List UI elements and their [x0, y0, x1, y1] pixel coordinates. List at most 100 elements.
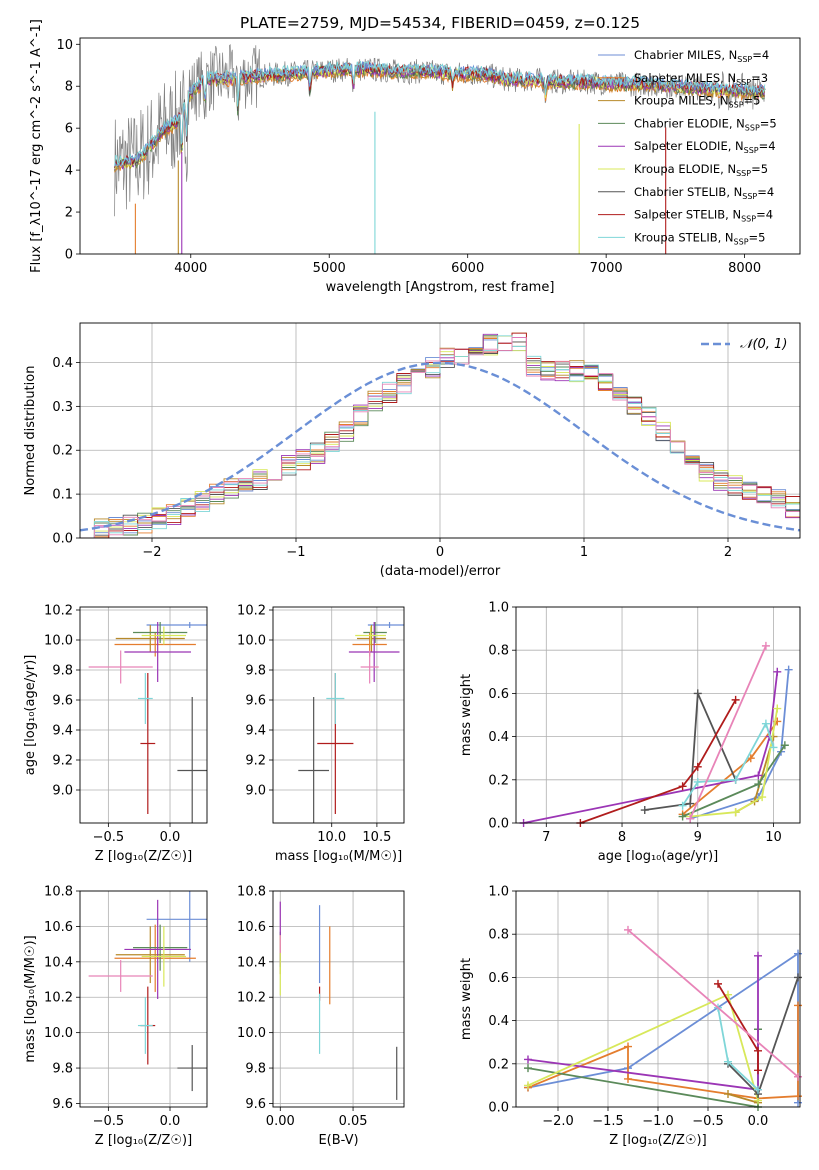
legend-subscript: SSP — [736, 78, 751, 87]
weight-marker — [761, 641, 770, 650]
y-axis-label: mass [log₁₀(M/M☉)] — [23, 935, 38, 1062]
x-tick-label: 10.5 — [362, 830, 391, 845]
y-tick-label: 0.6 — [488, 687, 509, 702]
x-tick-label: 8 — [618, 830, 626, 845]
legend-subscript: SSP — [745, 123, 760, 132]
weight-marker — [794, 1001, 802, 1010]
mw_vs_Z-axes — [512, 890, 800, 1111]
axes-frame — [79, 606, 208, 824]
y-tick-label: 9.8 — [245, 1062, 266, 1077]
legend-value: =4 — [757, 185, 774, 199]
x-tick-label: −0.5 — [93, 830, 125, 845]
y-tick-label: 9.6 — [52, 694, 73, 709]
weight-marker — [678, 801, 687, 810]
y-tick-label: 0.0 — [488, 1101, 509, 1116]
spectrum-axes — [76, 43, 746, 258]
x-tick-label: 9 — [694, 830, 702, 845]
x-tick-label: −0.5 — [93, 1114, 125, 1129]
weight-marker — [784, 665, 793, 674]
x-tick-label: 4000 — [174, 261, 207, 276]
weight-marker — [524, 1081, 532, 1090]
y-tick-label: 10.4 — [44, 955, 73, 970]
y-tick-label: 0.2 — [488, 1057, 509, 1072]
weight-marker — [754, 951, 762, 960]
axes-frame — [79, 322, 801, 539]
legend-subscript: SSP — [744, 146, 759, 155]
weight-line-pink — [689, 645, 767, 820]
y-tick-label: 9.4 — [52, 724, 73, 739]
legend-subscript: SSP — [736, 169, 751, 178]
legend-entry-normal: 𝒩(0, 1) — [740, 337, 787, 352]
weight-marker — [524, 1064, 532, 1073]
legend-value: =4 — [759, 139, 776, 153]
y-tick-label: 0.2 — [488, 773, 509, 788]
x-axis-label: mass [log₁₀(M/M☉)] — [275, 849, 402, 864]
legend-value: =3 — [751, 71, 768, 85]
axes-frame — [79, 37, 801, 255]
age_vs_Z-axes — [76, 607, 207, 827]
mass_vs_ebv-axes — [269, 890, 404, 1111]
x-tick-label: 6000 — [451, 261, 484, 276]
y-axis-label: age [log₁₀(age/yr)] — [23, 655, 38, 776]
x-tick-label: −0.5 — [692, 1114, 724, 1129]
model-line-krou_stelib — [114, 60, 766, 167]
x-axis-label: Z [log₁₀(Z/Z☉)] — [95, 1133, 192, 1148]
axes-frame — [515, 606, 801, 824]
y-tick-label: 0.0 — [488, 817, 509, 832]
y-tick-label: 9.8 — [52, 1062, 73, 1077]
weight-marker — [678, 782, 687, 791]
y-tick-label: 0.3 — [52, 400, 73, 415]
y-tick-label: 10.0 — [237, 634, 266, 649]
weight-marker — [794, 949, 802, 958]
x-tick-label: 0 — [436, 545, 444, 560]
x-tick-label: −1.5 — [592, 1114, 624, 1129]
x-tick-label: −1 — [286, 545, 305, 560]
weight-line-pink — [627, 929, 799, 1078]
weight-line-salp_elodie — [523, 671, 779, 823]
y-tick-label: 0.2 — [52, 444, 73, 459]
y-tick-label: 0.8 — [488, 644, 509, 659]
x-axis-label: wavelength [Angstrom, rest frame] — [326, 280, 555, 295]
x-tick-label: 0.0 — [160, 1114, 181, 1129]
y-tick-label: 9.2 — [245, 754, 266, 769]
y-tick-label: 0.8 — [488, 928, 509, 943]
age_vs_mass-axes — [269, 607, 404, 827]
x-tick-label: 0.05 — [339, 1114, 368, 1129]
axes-frame — [272, 606, 405, 824]
weight-marker — [769, 743, 778, 752]
weight-marker — [754, 1046, 762, 1055]
weight-marker — [794, 1092, 802, 1101]
weight-line-chab_miles — [689, 669, 790, 820]
legend-entry: Chabrier MILES, NSSP=4 — [634, 48, 769, 64]
axes-frame — [515, 890, 801, 1108]
weight-marker — [524, 1055, 532, 1064]
weight-marker — [731, 695, 740, 704]
weight-marker — [686, 799, 695, 808]
x-tick-label: 10 — [765, 830, 782, 845]
legend-entry: Chabrier ELODIE, NSSP=5 — [634, 116, 777, 132]
legend-value: =5 — [760, 116, 777, 130]
legend-subscript: SSP — [741, 215, 756, 224]
legend-value: =5 — [744, 94, 761, 108]
weight-marker — [754, 1066, 762, 1075]
x-tick-label: −2.0 — [542, 1114, 574, 1129]
weight-marker — [624, 1042, 632, 1051]
histogram-chab_stelib — [80, 341, 800, 538]
weight-marker — [794, 973, 802, 982]
y-tick-label: 10.0 — [237, 1026, 266, 1041]
y-axis-label: Normed distribution — [23, 366, 38, 496]
y-tick-label: 9.0 — [52, 784, 73, 799]
weight-marker — [773, 667, 782, 676]
legend-entry: Kroupa ELODIE, NSSP=5 — [634, 162, 768, 178]
y-tick-label: 4 — [65, 164, 73, 179]
weight-marker — [714, 979, 722, 988]
legend-entry: Salpeter MILES, NSSP=3 — [634, 71, 768, 87]
y-tick-label: 1.0 — [488, 601, 509, 616]
x-tick-label: 7000 — [590, 261, 623, 276]
normal-curve — [79, 361, 801, 532]
weight-marker — [754, 780, 763, 789]
x-tick-label: −2 — [142, 545, 161, 560]
y-axis-label: mass weight — [459, 674, 474, 756]
